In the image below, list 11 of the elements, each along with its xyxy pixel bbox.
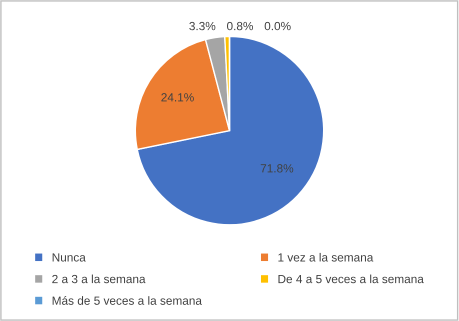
legend-label: Más de 5 veces a la semana	[52, 296, 202, 305]
data-label: 24.1%	[161, 93, 194, 102]
data-label: 71.8%	[260, 164, 294, 173]
legend-label: 2 a 3 a la semana	[52, 274, 146, 284]
pie-slice	[136, 36, 324, 226]
data-label: 3.3%	[189, 22, 216, 30]
legend-label: Nunca	[52, 253, 86, 262]
legend-label: 1 vez a la semana	[278, 252, 374, 262]
text: 0.0%	[264, 22, 291, 30]
legend-label: De 4 a 5 veces a la semana	[278, 274, 424, 284]
data-label: 0.8%	[226, 22, 254, 30]
